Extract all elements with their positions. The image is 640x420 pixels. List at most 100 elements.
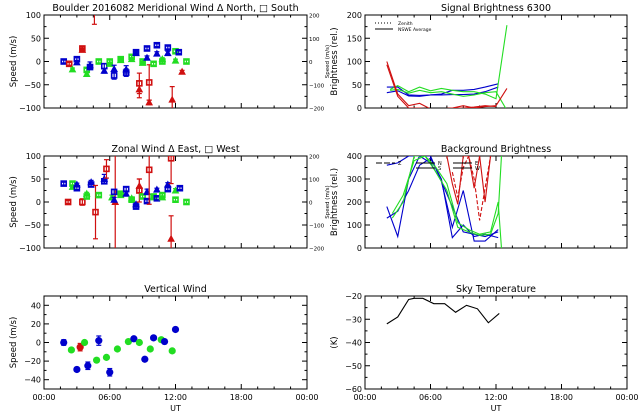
x-tick-label: 18:00 — [550, 393, 573, 402]
data-point — [113, 345, 122, 353]
triangle-marker — [86, 61, 94, 69]
circle-marker — [124, 337, 132, 346]
data-point — [78, 45, 87, 53]
zonal-panel: Zonal Wind Δ East, □ West −100 −50 0 50 100 Sp… — [9, 144, 331, 253]
square-marker — [95, 58, 103, 65]
square-marker — [159, 58, 166, 65]
data-point — [167, 215, 175, 248]
y-tick-label: 20 — [31, 320, 41, 329]
circle-marker — [168, 347, 176, 355]
y-right-tick-label: 0 — [309, 60, 313, 66]
y-tick-label: 100 — [26, 152, 41, 161]
data-point — [141, 355, 149, 363]
y-tick-label: 150 — [347, 34, 362, 43]
y-axis-label: (K) — [330, 336, 340, 348]
y-tick-label: 50 — [31, 34, 41, 43]
y-right-tick-label: 100 — [309, 37, 320, 43]
data-point — [153, 185, 161, 193]
triangle-marker — [153, 49, 161, 57]
square-marker — [64, 198, 72, 206]
x-tick-label: 00:00 — [32, 393, 55, 402]
y-tick-label: −50 — [24, 221, 41, 230]
triangle-marker — [100, 66, 109, 74]
triangle-marker — [110, 64, 118, 72]
plot-title: Zonal Wind Δ East, □ West — [111, 144, 239, 155]
triangle-marker — [73, 180, 81, 188]
plot-frame — [364, 295, 628, 390]
data-point — [79, 198, 86, 206]
data-point — [122, 65, 131, 74]
data-point — [153, 49, 161, 57]
data-point — [172, 196, 179, 203]
series-line-red-1 — [386, 61, 508, 108]
series-line-green-2 — [391, 156, 503, 236]
data-point — [105, 59, 114, 67]
circle-marker — [135, 338, 143, 347]
data-point — [145, 156, 153, 205]
triangle-marker — [153, 185, 161, 193]
circle-marker — [146, 345, 154, 353]
y-right-tick-label: 100 — [309, 178, 320, 184]
circle-marker — [171, 325, 180, 334]
triangle-marker — [116, 56, 125, 64]
y-axis-label: Speed (m/s) — [9, 36, 19, 88]
x-tick-label: 12:00 — [164, 393, 187, 402]
triangle-marker — [143, 187, 151, 195]
y-tick-label: −60 — [345, 385, 362, 394]
legend-label: N — [438, 161, 442, 167]
triangle-marker — [138, 58, 147, 66]
y-tick-label: −50 — [24, 81, 41, 90]
square-marker — [145, 166, 153, 174]
data-point — [132, 200, 140, 208]
data-point — [171, 325, 180, 334]
data-point — [110, 188, 118, 196]
series-line-green-1 — [391, 156, 503, 248]
circle-marker — [84, 362, 92, 370]
circle-marker — [106, 368, 114, 376]
plot-area — [386, 297, 500, 325]
series-line-red-2 — [386, 64, 497, 108]
circle-marker — [160, 337, 169, 346]
x-tick-label: 18:00 — [230, 393, 253, 402]
triangle-marker — [105, 59, 114, 67]
data-point — [168, 86, 177, 108]
y-tick-label: 100 — [347, 58, 362, 67]
triangle-marker — [87, 178, 95, 186]
data-point — [116, 56, 125, 64]
x-tick-label: 00:00 — [295, 393, 318, 402]
data-point — [176, 184, 184, 192]
legend-label: Z — [398, 161, 402, 167]
y-tick-label: 200 — [347, 198, 362, 207]
data-point — [102, 353, 111, 361]
y-tick-label: 0 — [36, 198, 41, 207]
data-point — [122, 189, 131, 197]
y-tick-label: −40 — [24, 376, 41, 385]
y-tick-label: −40 — [345, 339, 362, 348]
legend-label: NSWE Average — [398, 27, 432, 33]
y-tick-label: −30 — [345, 315, 362, 324]
square-marker — [79, 198, 86, 206]
data-point — [175, 48, 183, 56]
data-point — [135, 338, 143, 347]
data-point — [60, 58, 68, 65]
triangle-marker — [163, 49, 172, 57]
y-tick-label: 0 — [357, 244, 362, 253]
y-right-tick-label: 200 — [309, 155, 320, 161]
triangle-marker — [132, 49, 140, 57]
circle-marker — [149, 334, 158, 342]
data-point — [163, 180, 172, 188]
data-point — [135, 80, 144, 99]
y-tick-label: 0 — [36, 58, 41, 67]
circle-marker — [73, 365, 81, 374]
data-point — [110, 195, 118, 203]
square-marker — [103, 165, 110, 173]
x-axis-label: UT — [170, 404, 181, 413]
vertical-panel: Vertical Wind 00:00 06:00 12:00 18:00 00:00 UT… — [9, 284, 319, 413]
data-point — [143, 53, 151, 61]
square-marker — [172, 196, 179, 203]
data-point — [60, 180, 68, 187]
data-point — [159, 58, 166, 65]
square-marker — [143, 45, 151, 52]
triangle-marker — [178, 67, 186, 75]
data-point — [127, 55, 136, 63]
